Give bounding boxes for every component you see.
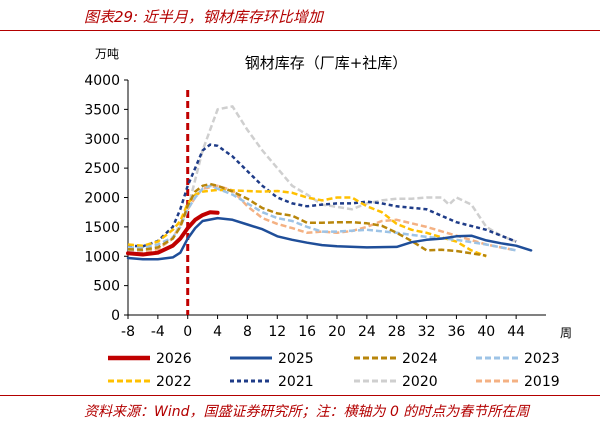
legend-label-2023: 2023 xyxy=(524,351,560,367)
y-axis-label: 万吨 xyxy=(95,47,119,61)
x-axis-label: 周 xyxy=(560,326,572,340)
y-tick-label: 2000 xyxy=(84,191,120,207)
x-tick-label: 40 xyxy=(477,324,495,340)
legend: 2026 2025 2024 2023 2022 2021 2020 2019 xyxy=(108,351,560,390)
x-tick-label: 20 xyxy=(328,324,346,340)
series-layer xyxy=(126,105,533,261)
footer-divider xyxy=(0,395,600,396)
series-line-2020 xyxy=(128,105,517,252)
x-tick-label: 32 xyxy=(418,324,436,340)
y-tick-label: 500 xyxy=(93,279,120,295)
series-line-2022 xyxy=(127,188,487,258)
y-tick-label: 3500 xyxy=(84,102,120,118)
y-tick-label: 1500 xyxy=(84,220,120,236)
x-tick-label: 36 xyxy=(448,324,466,340)
legend-label-2020: 2020 xyxy=(402,374,438,390)
x-tick-label: 12 xyxy=(268,324,286,340)
x-tick-label: 24 xyxy=(358,324,376,340)
x-tick-label: 0 xyxy=(183,324,192,340)
x-tick-label: 44 xyxy=(507,324,525,340)
series-line-2024 xyxy=(127,182,487,257)
legend-label-2019: 2019 xyxy=(524,374,560,390)
series-line-2025 xyxy=(126,216,533,261)
legend-label-2024: 2024 xyxy=(402,351,438,367)
legend-label-2025: 2025 xyxy=(278,351,314,367)
chart-title: 钢材库存（厂库+社库） xyxy=(245,54,408,72)
figure-header: 图表29: 近半月，钢材库存环比增加 xyxy=(0,0,600,31)
y-tick-label: 4000 xyxy=(84,73,120,89)
y-tick-label: 3000 xyxy=(84,132,120,148)
x-tick-label: -8 xyxy=(121,324,135,340)
x-tick-label: 28 xyxy=(388,324,406,340)
x-tick-label: 8 xyxy=(243,324,252,340)
source-note: 资料来源：Wind，国盛证券研究所；注：横轴为 0 的时点为春节所在周 xyxy=(84,404,530,420)
y-tick-label: 0 xyxy=(111,308,120,324)
series-line-2026 xyxy=(126,210,220,257)
y-tick-label: 1000 xyxy=(84,249,120,265)
x-tick-label: -4 xyxy=(151,324,165,340)
legend-label-2021: 2021 xyxy=(278,374,314,390)
x-tick-label: 4 xyxy=(213,324,222,340)
figure-title: 图表29: 近半月，钢材库存环比增加 xyxy=(84,8,323,26)
legend-label-2026: 2026 xyxy=(156,351,192,367)
x-tick-label: 16 xyxy=(298,324,316,340)
y-tick-label: 2500 xyxy=(84,161,120,177)
legend-label-2022: 2022 xyxy=(156,374,192,390)
